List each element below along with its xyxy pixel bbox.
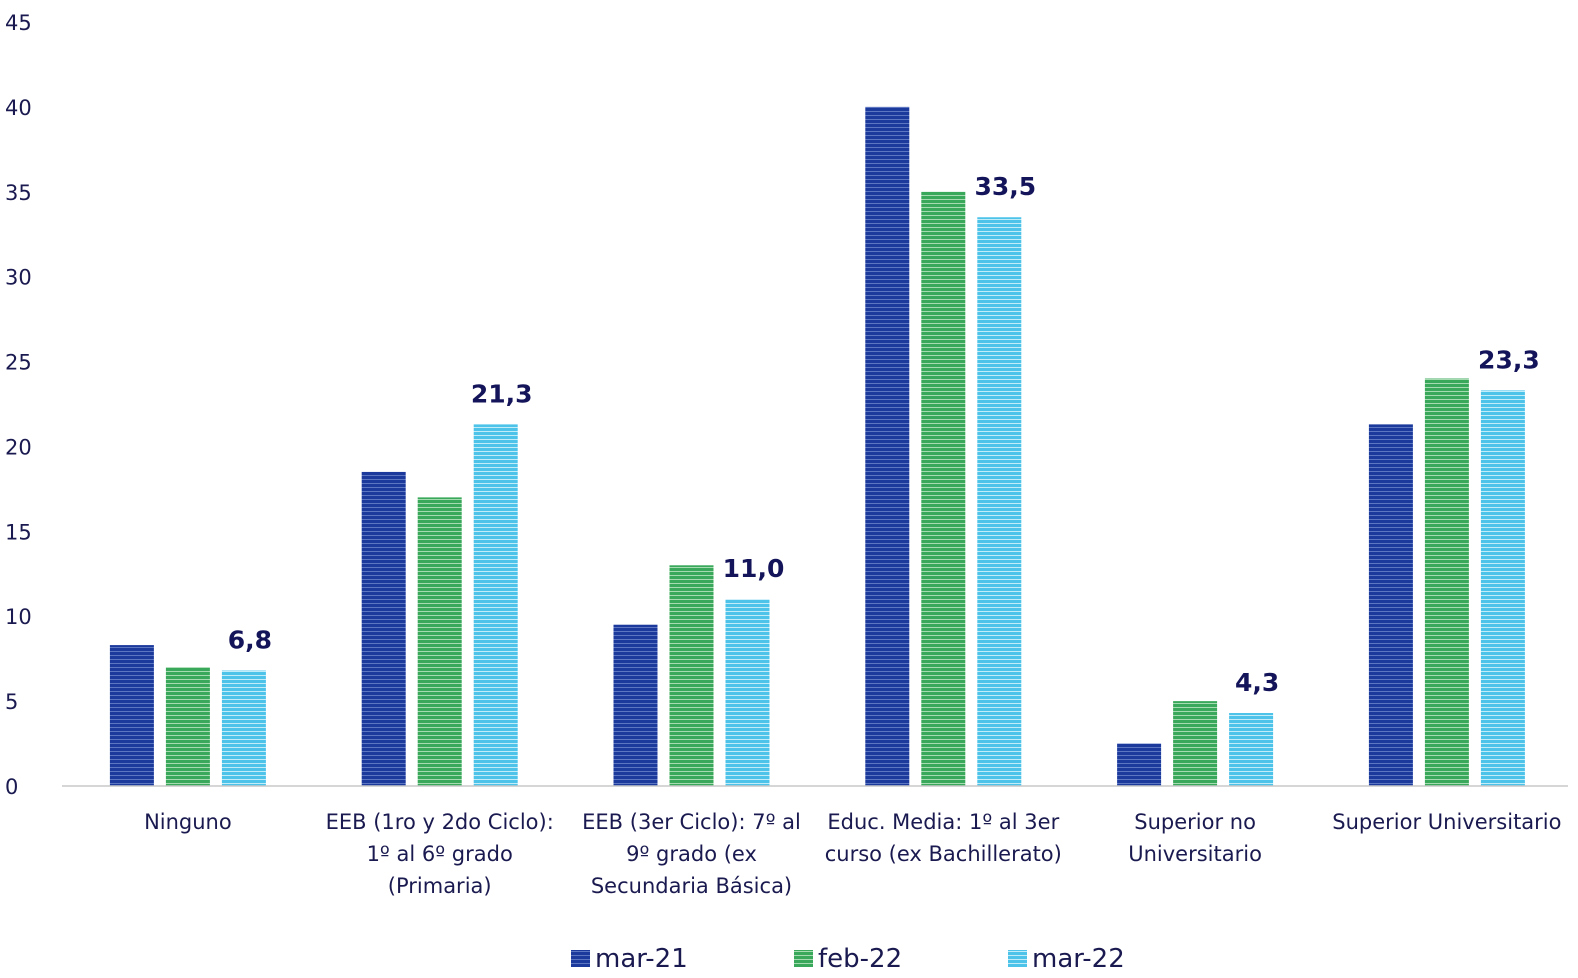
x-tick-label-line: Secundaria Básica) [591,874,792,898]
y-tick-label: 10 [5,605,32,629]
bar-feb-22 [921,191,966,786]
x-tick-label-line: Universitario [1128,842,1262,866]
x-tick-label-line: EEB (1ro y 2do Ciclo): [326,810,554,834]
bar-mar-21 [361,471,406,786]
bar-mar-21 [1117,743,1162,786]
x-tick-label-line: Ninguno [144,810,232,834]
bar-mar-22 [221,670,266,786]
data-label: 21,3 [471,379,533,408]
x-tick-label: Educ. Media: 1º al 3er curso (ex Bachille… [825,810,1062,866]
legend: mar-21 feb-22 mar-22 [571,944,1125,974]
bar-feb-22 [1173,701,1218,786]
y-tick-label: 30 [5,266,32,290]
legend-label: mar-21 [595,944,688,974]
data-label: 4,3 [1235,668,1279,697]
x-tick-label-line: 1º al 6º grado [367,842,513,866]
bar-mar-22 [473,424,518,786]
y-axis: 0 5 10 15 20 25 30 35 40 45 [5,11,32,799]
data-label: 6,8 [228,626,272,655]
bar-mar-21 [109,645,154,786]
bar-mar-22 [1229,712,1274,786]
y-tick-label: 0 [5,775,18,799]
data-label: 33,5 [974,172,1036,201]
y-tick-label: 20 [5,435,32,459]
legend-swatch [794,950,813,967]
bar-feb-22 [165,667,210,786]
data-label: 11,0 [723,554,785,583]
bar-mar-21 [613,624,658,786]
bar-mar-22 [977,217,1022,786]
y-tick-label: 45 [5,11,32,35]
y-tick-label: 25 [5,351,32,375]
x-tick-label: Ninguno [144,810,232,834]
x-tick-label-line: (Primaria) [388,874,492,898]
x-axis: Ninguno EEB (1ro y 2do Ciclo): 1º al 6º gr… [144,810,1561,898]
y-tick-label: 40 [5,96,32,120]
data-label: 23,3 [1478,345,1540,374]
x-tick-label-line: curso (ex Bachillerato) [825,842,1062,866]
bar-mar-22 [1480,390,1525,786]
bar-mar-22 [725,599,770,786]
bar-mar-21 [1368,424,1413,786]
x-tick-label: EEB (1ro y 2do Ciclo): 1º al 6º grado (Pri… [326,810,554,898]
bar-mar-21 [865,106,910,786]
legend-label: mar-22 [1032,944,1125,974]
y-tick-label: 15 [5,520,32,544]
legend-swatch [571,950,590,967]
y-tick-label: 35 [5,181,32,205]
data-labels: 6,8 21,3 11,0 33,5 4,3 23,3 [228,172,1540,697]
legend-swatch [1008,950,1027,967]
bar-feb-22 [1424,378,1469,786]
x-tick-label: EEB (3er Ciclo): 7º al 9º grado (ex Secund… [582,810,801,898]
x-tick-label-line: Superior Universitario [1332,810,1561,834]
x-tick-label: Superior Universitario [1332,810,1561,834]
bars [109,106,1525,786]
x-tick-label: Superior no Universitario [1128,810,1262,866]
legend-item-mar-21: mar-21 [571,944,688,974]
bar-feb-22 [417,497,462,786]
x-tick-label-line: Superior no [1134,810,1256,834]
x-tick-label-line: Educ. Media: 1º al 3er [827,810,1059,834]
x-tick-label-line: 9º grado (ex [626,842,757,866]
legend-item-feb-22: feb-22 [794,944,902,974]
y-tick-label: 5 [5,690,18,714]
legend-label: feb-22 [818,944,902,974]
x-tick-label-line: EEB (3er Ciclo): 7º al [582,810,801,834]
bar-feb-22 [669,565,714,786]
legend-item-mar-22: mar-22 [1008,944,1125,974]
